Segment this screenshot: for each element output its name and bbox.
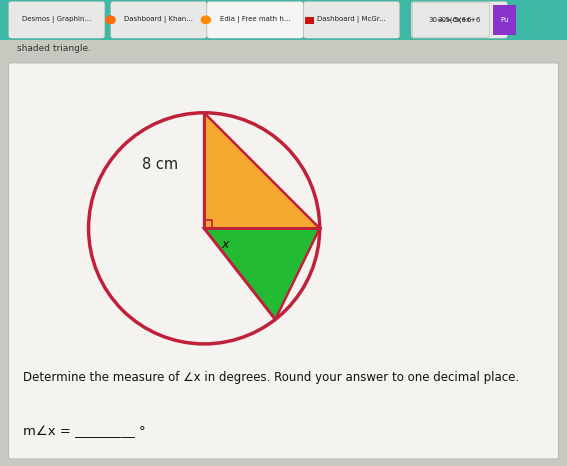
FancyBboxPatch shape	[9, 63, 558, 459]
Text: 30=-5(6x+6: 30=-5(6x+6	[438, 17, 481, 23]
Text: Dashboard | McGr...: Dashboard | McGr...	[317, 16, 386, 23]
Text: Determine the measure of ∠x in degrees. Round your answer to one decimal place.: Determine the measure of ∠x in degrees. …	[23, 370, 519, 384]
Bar	[305, 16, 314, 24]
Text: Pu: Pu	[501, 17, 509, 23]
Bar	[493, 5, 516, 35]
Polygon shape	[204, 113, 320, 228]
Circle shape	[201, 16, 210, 23]
Text: 8 cm: 8 cm	[142, 158, 178, 172]
FancyBboxPatch shape	[111, 1, 207, 38]
FancyBboxPatch shape	[411, 1, 507, 38]
Text: Dashboard | Khan...: Dashboard | Khan...	[124, 16, 193, 23]
Text: x: x	[221, 238, 229, 251]
FancyBboxPatch shape	[412, 2, 489, 37]
Polygon shape	[204, 228, 320, 319]
Text: Edia | Free math h...: Edia | Free math h...	[220, 16, 290, 23]
FancyBboxPatch shape	[9, 1, 105, 38]
Text: m∠x = _________ °: m∠x = _________ °	[23, 425, 145, 439]
Text: Desmos | Graphin...: Desmos | Graphin...	[22, 16, 91, 23]
Circle shape	[106, 16, 115, 23]
Bar	[0, 0, 567, 40]
FancyBboxPatch shape	[303, 1, 400, 38]
Text: shaded triangle.: shaded triangle.	[17, 44, 91, 53]
FancyBboxPatch shape	[207, 1, 303, 38]
Text: 30=-5(6x+6: 30=-5(6x+6	[428, 17, 472, 23]
